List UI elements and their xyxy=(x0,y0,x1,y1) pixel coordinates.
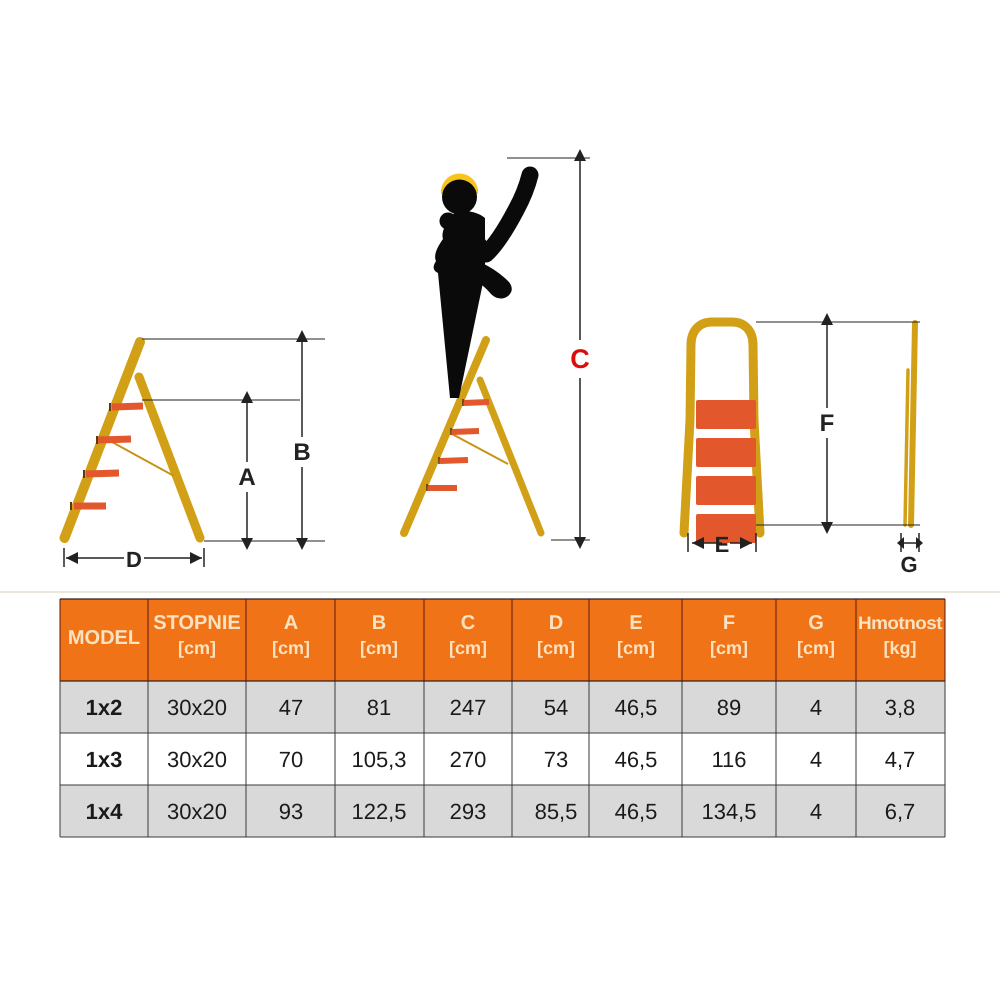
svg-text:4: 4 xyxy=(810,747,822,772)
svg-text:[cm]: [cm] xyxy=(272,638,310,658)
svg-text:116: 116 xyxy=(711,747,746,772)
svg-text:105,3: 105,3 xyxy=(351,747,406,772)
svg-text:247: 247 xyxy=(450,695,487,720)
svg-text:[kg]: [kg] xyxy=(884,638,917,658)
svg-text:89: 89 xyxy=(717,695,741,720)
svg-text:46,5: 46,5 xyxy=(615,747,658,772)
svg-text:E: E xyxy=(629,612,642,634)
svg-text:C: C xyxy=(461,612,475,634)
svg-text:81: 81 xyxy=(367,695,391,720)
svg-text:A: A xyxy=(284,612,298,634)
svg-text:54: 54 xyxy=(544,695,568,720)
svg-text:C: C xyxy=(570,344,590,374)
svg-text:134,5: 134,5 xyxy=(701,799,756,824)
svg-text:STOPNIE: STOPNIE xyxy=(153,612,240,634)
svg-text:30x20: 30x20 xyxy=(167,799,227,824)
svg-text:B: B xyxy=(293,439,310,466)
svg-text:93: 93 xyxy=(279,799,303,824)
svg-text:30x20: 30x20 xyxy=(167,747,227,772)
svg-text:30x20: 30x20 xyxy=(167,695,227,720)
svg-text:6,7: 6,7 xyxy=(885,799,916,824)
svg-text:4: 4 xyxy=(810,695,822,720)
svg-text:46,5: 46,5 xyxy=(615,799,658,824)
svg-text:E: E xyxy=(715,532,730,557)
svg-text:B: B xyxy=(372,612,386,634)
svg-text:G: G xyxy=(900,552,917,577)
svg-text:4: 4 xyxy=(810,799,822,824)
svg-text:A: A xyxy=(238,464,255,491)
svg-text:[cm]: [cm] xyxy=(178,638,216,658)
svg-text:3,8: 3,8 xyxy=(885,695,916,720)
svg-text:[cm]: [cm] xyxy=(710,638,748,658)
svg-text:MODEL: MODEL xyxy=(68,627,140,649)
svg-text:73: 73 xyxy=(544,747,568,772)
svg-text:85,5: 85,5 xyxy=(535,799,578,824)
svg-text:Hmotnost: Hmotnost xyxy=(858,613,943,633)
svg-text:[cm]: [cm] xyxy=(797,638,835,658)
svg-text:1x3: 1x3 xyxy=(86,747,123,772)
svg-text:4,7: 4,7 xyxy=(885,747,916,772)
svg-text:D: D xyxy=(126,547,142,572)
svg-text:270: 270 xyxy=(450,747,487,772)
svg-text:47: 47 xyxy=(279,695,303,720)
svg-text:[cm]: [cm] xyxy=(617,638,655,658)
svg-text:F: F xyxy=(723,612,735,634)
svg-text:1x4: 1x4 xyxy=(86,799,123,824)
svg-text:293: 293 xyxy=(450,799,487,824)
svg-text:F: F xyxy=(820,410,835,437)
svg-text:D: D xyxy=(549,612,563,634)
svg-text:[cm]: [cm] xyxy=(360,638,398,658)
svg-text:G: G xyxy=(808,612,824,634)
svg-text:1x2: 1x2 xyxy=(86,695,123,720)
svg-text:[cm]: [cm] xyxy=(449,638,487,658)
svg-text:[cm]: [cm] xyxy=(537,638,575,658)
svg-text:122,5: 122,5 xyxy=(351,799,406,824)
svg-text:46,5: 46,5 xyxy=(615,695,658,720)
svg-text:70: 70 xyxy=(279,747,303,772)
